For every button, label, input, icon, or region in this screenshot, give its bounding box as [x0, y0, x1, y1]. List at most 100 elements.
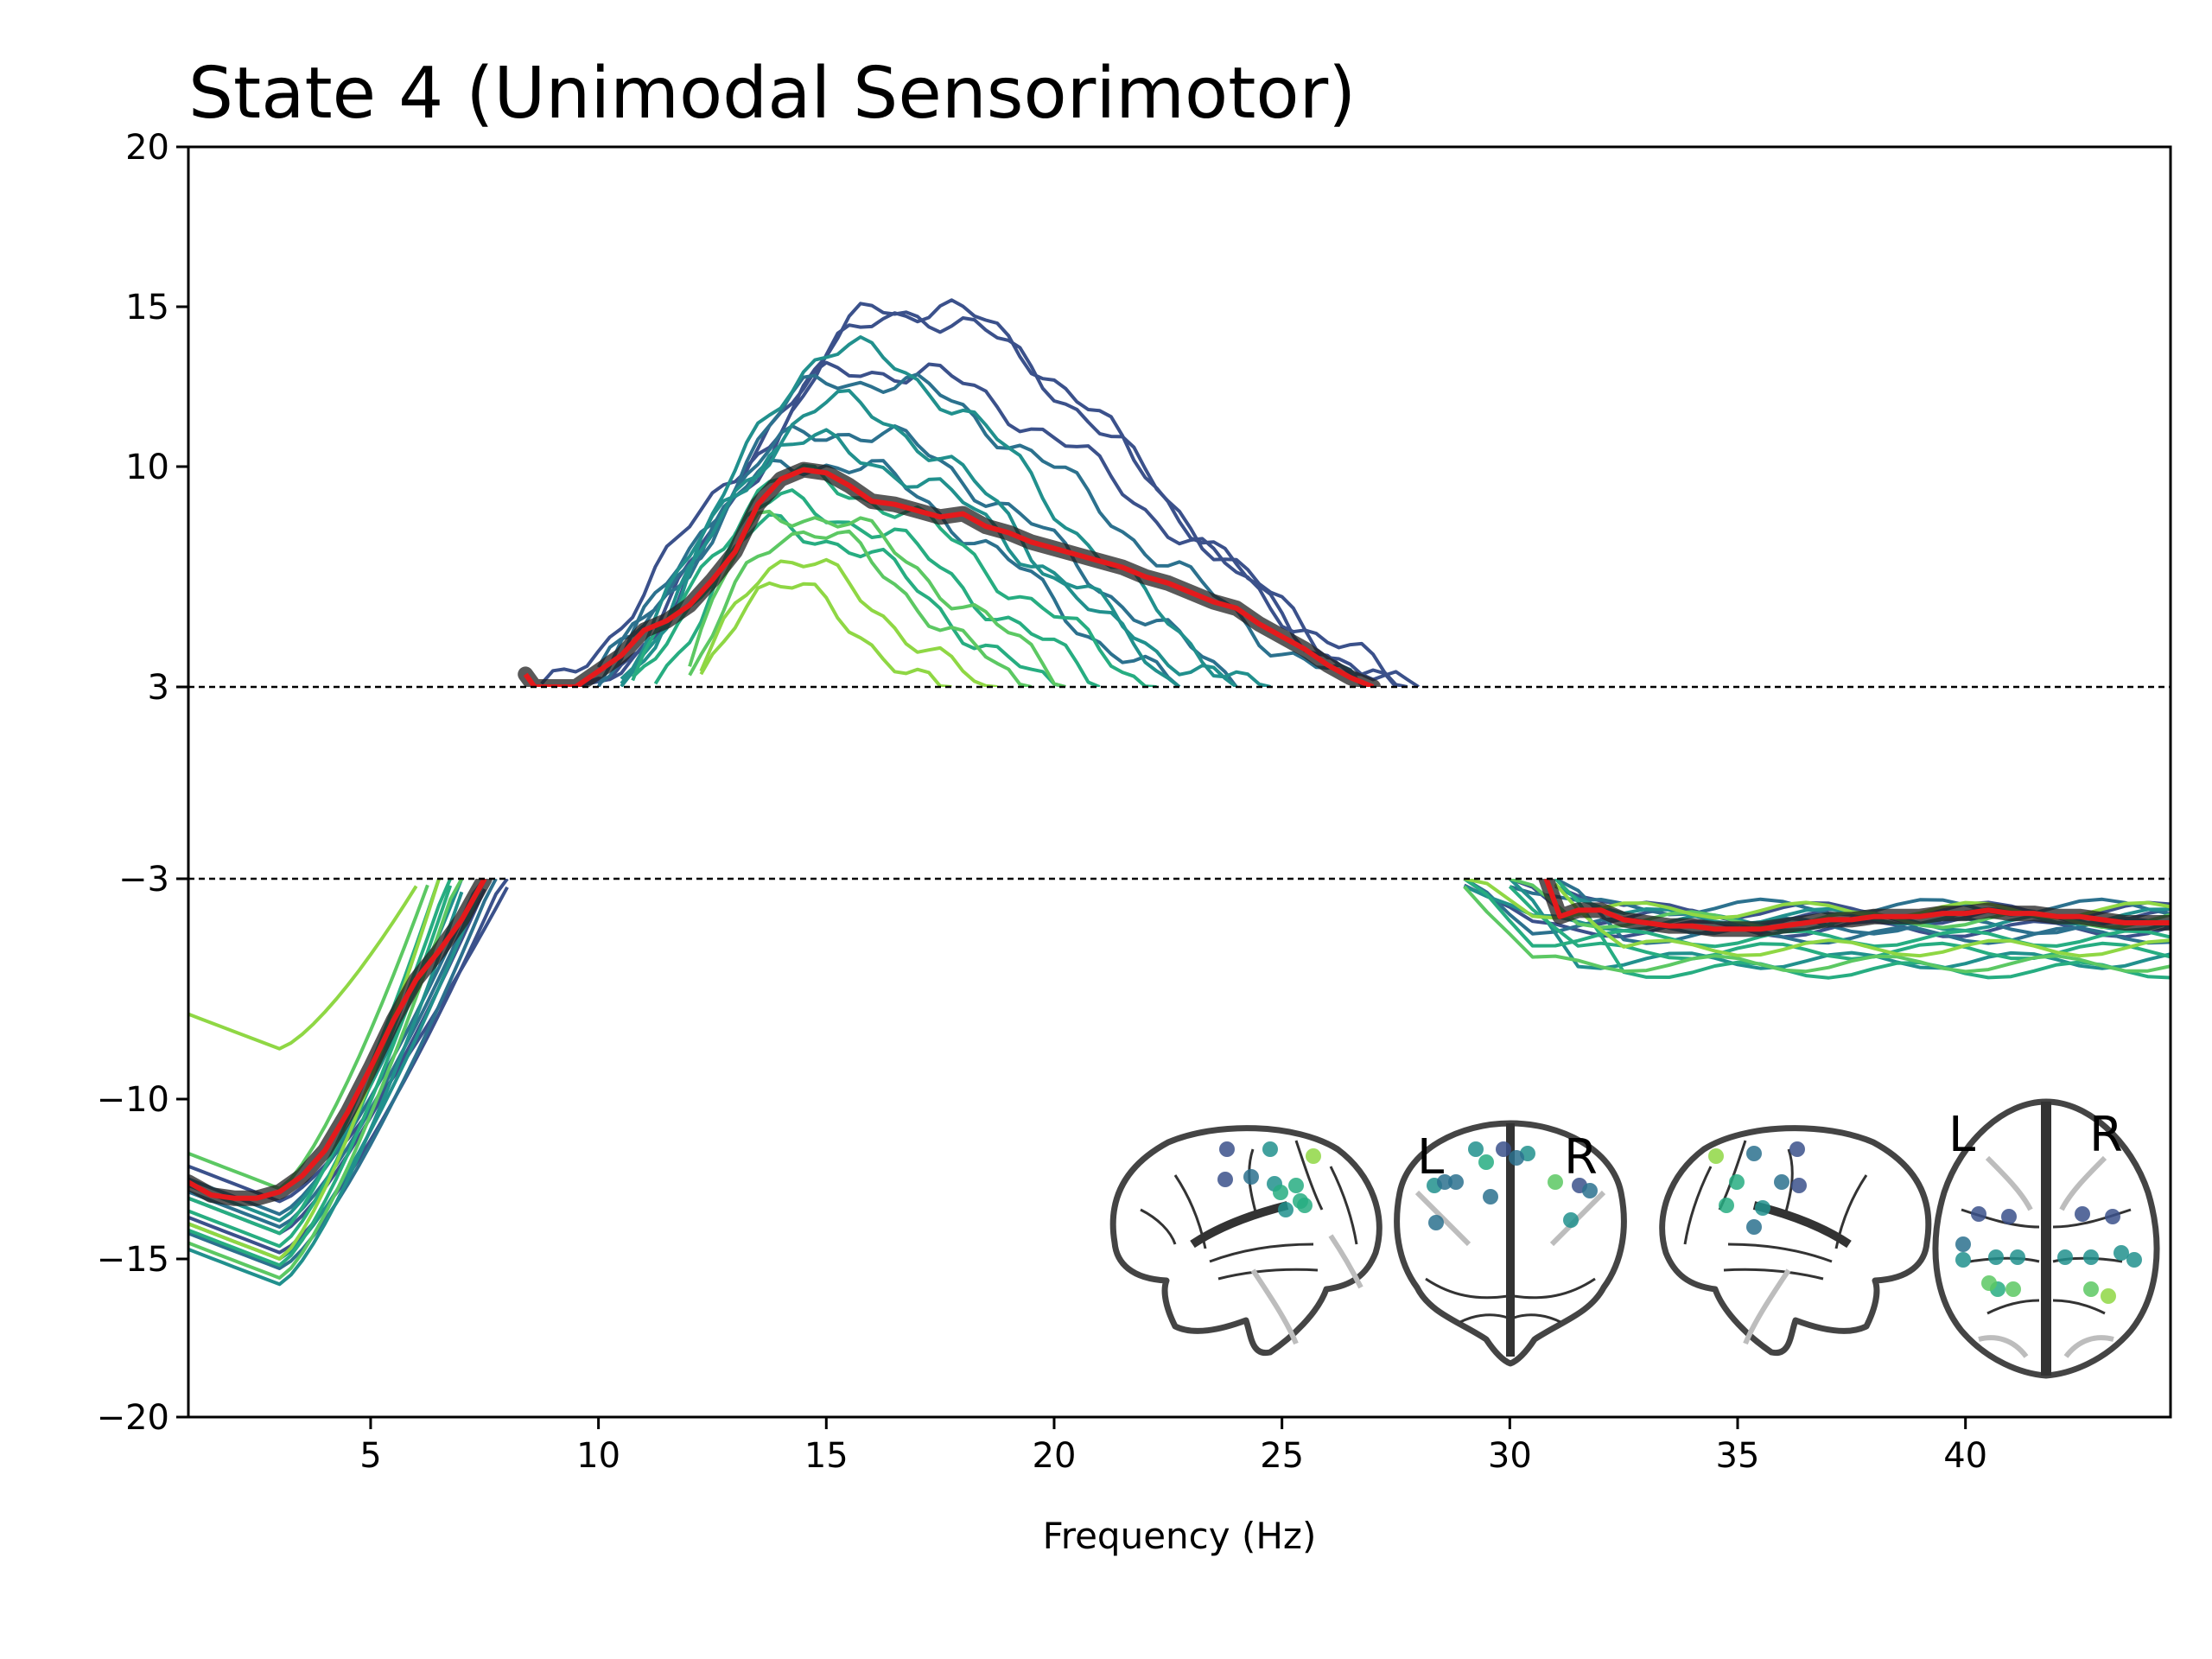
brain-region-dot	[1288, 1178, 1304, 1193]
region-high-line	[1463, 877, 2171, 949]
x-tick-label: 40	[1943, 1436, 1987, 1476]
region-peak-line	[620, 428, 1238, 689]
brain-region-dot	[1955, 1236, 1971, 1252]
brain-region-dot	[2005, 1281, 2021, 1297]
brain-region-dot	[1708, 1148, 1724, 1164]
mean-line	[188, 877, 487, 1201]
region-low-line	[188, 885, 418, 1051]
region-high-line	[1463, 885, 2171, 974]
brain-region-dot	[1219, 1141, 1235, 1157]
brain-region-dot	[2101, 1288, 2116, 1304]
x-axis-label: Frequency (Hz)	[1043, 1515, 1317, 1557]
brain-region-dot	[1448, 1174, 1464, 1190]
mean-line	[1543, 877, 2171, 932]
brain-region-dot	[1509, 1150, 1524, 1166]
inset-label-left-1: L	[1417, 1129, 1444, 1185]
x-axis: 5 10 15 20 25 30 35 40	[359, 1417, 1987, 1476]
chart-title: State 4 (Unimodal Sensorimotor)	[188, 53, 1356, 135]
x-tick-label: 30	[1488, 1436, 1532, 1476]
region-peak-line	[631, 463, 1157, 689]
brain-region-dot	[1278, 1202, 1294, 1217]
y-tick-label: −10	[97, 1080, 169, 1120]
y-tick-label: 20	[125, 128, 169, 168]
brain-region-dot	[2083, 1249, 2099, 1265]
brain-region-dot	[1483, 1189, 1498, 1205]
brain-region-dot	[1306, 1148, 1321, 1164]
brain-region-dot	[1789, 1141, 1805, 1157]
brain-region-dot	[1468, 1141, 1484, 1157]
inset-label-right-2: R	[2089, 1107, 2123, 1163]
brain-lateral-left	[1109, 1125, 1382, 1357]
brain-region-dot	[2075, 1206, 2090, 1222]
x-tick-label: 10	[576, 1436, 620, 1476]
inset-label-left-2: L	[1948, 1107, 1975, 1163]
x-tick-label: 35	[1716, 1436, 1760, 1476]
brain-region-dot	[1478, 1154, 1494, 1170]
x-tick-label: 5	[359, 1436, 381, 1476]
brain-region-dot	[1548, 1174, 1563, 1190]
brain-region-dot	[1582, 1183, 1598, 1198]
mean-series-group	[188, 467, 2171, 1201]
brain-region-dot	[1217, 1172, 1233, 1187]
y-tick-label: −20	[97, 1398, 169, 1438]
region-high-line	[1554, 882, 2171, 958]
brain-region-dot	[1273, 1185, 1288, 1200]
brain-region-dot	[1971, 1206, 1986, 1222]
y-tick-label: −3	[118, 860, 169, 899]
brain-region-dot	[1437, 1174, 1452, 1190]
region-peak-line	[620, 389, 1181, 689]
brain-glass-inset: L R L R	[1109, 1098, 2160, 1379]
brain-region-dot	[1428, 1215, 1444, 1230]
brain-region-dot	[1955, 1252, 1971, 1268]
y-tick-label: −15	[97, 1240, 169, 1280]
brain-region-dot	[1262, 1141, 1278, 1157]
brain-region-dot	[1729, 1174, 1745, 1190]
threshold-mask	[188, 687, 2171, 879]
brain-region-dot	[2010, 1249, 2025, 1265]
brain-region-dot	[1297, 1198, 1313, 1213]
region-peak-line	[596, 458, 1181, 689]
brain-region-dot	[2057, 1249, 2073, 1265]
inset-label-right-1: R	[1564, 1129, 1598, 1185]
brain-region-dot	[1981, 1275, 1997, 1291]
brain-region-dot	[1243, 1169, 1259, 1185]
region-peak-line	[699, 581, 952, 689]
brain-axial-top	[1932, 1098, 2160, 1379]
region-peak-line	[596, 423, 1238, 689]
x-tick-label: 15	[804, 1436, 849, 1476]
plot-frame	[187, 145, 2172, 1419]
threshold-lines	[188, 685, 2171, 880]
brain-region-dot	[1746, 1146, 1762, 1161]
region-low-line	[188, 878, 464, 1280]
y-tick-label: 3	[148, 668, 169, 708]
brain-region-dot	[1719, 1198, 1734, 1213]
y-tick-label: 15	[125, 288, 169, 327]
brain-region-dot	[1988, 1249, 2004, 1265]
brain-region-dot	[2105, 1209, 2120, 1224]
brain-region-dot	[1746, 1219, 1762, 1235]
brain-region-dot	[1755, 1200, 1770, 1216]
y-axis: 20 15 10 3 −3 −10 −15 −20	[97, 128, 188, 1438]
brain-region-dot	[2126, 1252, 2142, 1268]
x-tick-label: 25	[1260, 1436, 1304, 1476]
x-tick-label: 20	[1033, 1436, 1077, 1476]
brain-region-dot	[1563, 1212, 1579, 1228]
region-low-line	[188, 878, 441, 1236]
region-peak-line	[620, 335, 1271, 689]
mean-line	[523, 467, 1375, 690]
brain-region-dots	[1217, 1141, 2142, 1304]
brain-region-dot	[1791, 1178, 1807, 1193]
brain-lateral-right	[1659, 1125, 1932, 1357]
region-peak-line	[688, 529, 1033, 689]
region-peak-line	[540, 360, 1408, 689]
brain-region-dot	[1774, 1174, 1789, 1190]
region-low-line	[188, 884, 429, 1191]
brain-region-dot	[1496, 1141, 1511, 1157]
brain-region-dot	[2113, 1245, 2129, 1261]
brain-region-dot	[2083, 1281, 2099, 1297]
region-high-line	[1554, 877, 2171, 980]
y-tick-label: 10	[125, 448, 169, 487]
region-peak-line	[699, 557, 998, 689]
brain-region-dot	[2001, 1209, 2017, 1224]
